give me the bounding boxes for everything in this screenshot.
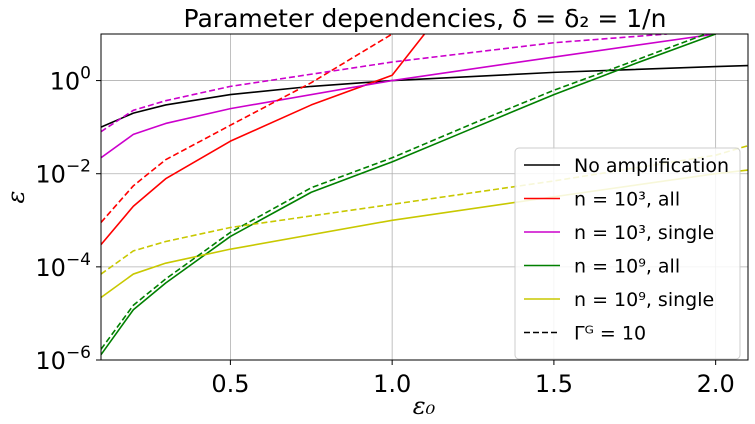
y-tick-exponent: −6 [66,343,91,363]
legend-label: n = 10⁹, all [574,256,680,278]
legend-label: Γᴳ = 10 [574,323,646,345]
y-tick-base: 10 [35,254,66,282]
legend-label: n = 10⁹, single [574,289,714,311]
y-tick-exponent: −2 [66,157,91,177]
series-line-2 [101,34,716,159]
y-tick-base: 10 [50,68,81,96]
chart-title: Parameter dependencies, δ = δ₂ = 1/n [184,4,667,33]
y-tick-exponent: −4 [66,250,91,270]
plot-frame [100,33,749,361]
y-tick-label: 10−6 [35,343,91,375]
legend-label: n = 10³, all [574,189,680,211]
series-line-6 [101,34,393,223]
x-tick-label: 1.0 [373,370,411,398]
legend-box [514,147,741,360]
series-line-0 [101,64,748,128]
y-axis-label: ε [2,191,30,204]
x-tick-label: 2.0 [697,370,735,398]
series-line-3 [101,34,716,356]
legend-label: n = 10³, single [574,222,714,244]
x-axis-label: ε₀ [413,392,436,420]
x-tick-label: 0.5 [211,370,249,398]
y-tick-label: 10−2 [35,157,91,189]
series-line-9 [101,144,748,275]
x-tick-label: 1.5 [535,370,573,398]
legend: No amplification n = 10³, all n = 10³, sin… [514,147,741,360]
y-tick-label: 100 [50,64,91,96]
series-line-8 [101,34,707,350]
y-tick-exponent: 0 [80,64,91,84]
y-tick-base: 10 [35,161,66,189]
series-line-7 [101,34,668,133]
y-tick-label: 10−4 [35,250,91,282]
y-tick-base: 10 [35,347,66,375]
series-line-1 [101,34,426,246]
legend-label: No amplification [574,155,729,177]
